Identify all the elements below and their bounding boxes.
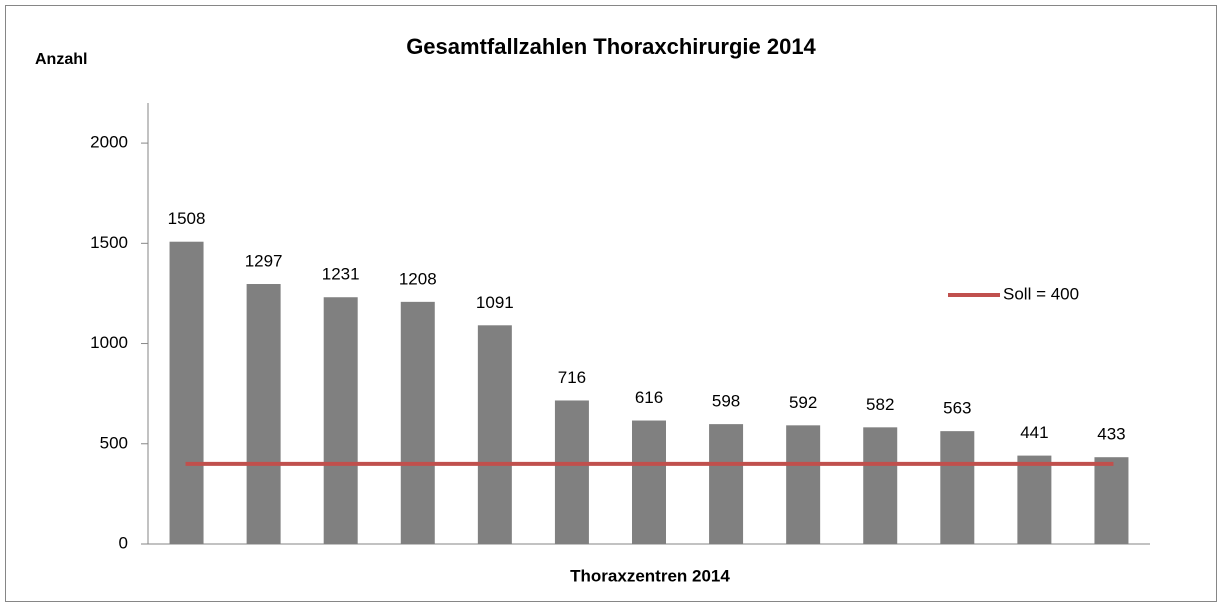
bar: [400, 301, 435, 544]
legend-label: Soll = 400: [1003, 284, 1079, 303]
y-tick-label: 2000: [90, 133, 128, 152]
x-axis-label: Thoraxzentren 2014: [570, 566, 730, 585]
data-label: 716: [558, 368, 586, 387]
chart-title: Gesamtfallzahlen Thoraxchirurgie 2014: [406, 34, 816, 59]
data-label: 582: [866, 395, 894, 414]
data-label: 1297: [245, 251, 283, 270]
bar: [632, 420, 666, 544]
data-label: 598: [712, 392, 740, 411]
bar: [1094, 457, 1129, 544]
y-tick-label: 0: [119, 533, 128, 552]
data-label: 1091: [476, 293, 514, 312]
data-label: 1208: [399, 269, 437, 288]
data-label: 433: [1097, 425, 1125, 444]
bar: [246, 284, 281, 544]
data-label: 1508: [168, 209, 206, 228]
y-axis-label: Anzahl: [35, 51, 87, 68]
bar: [477, 325, 512, 544]
bar: [786, 425, 821, 544]
bar: [940, 431, 975, 544]
data-label: 563: [943, 399, 971, 418]
bar: [169, 241, 204, 544]
data-label: 1231: [322, 265, 360, 284]
bar: [709, 424, 744, 544]
bar: [863, 427, 898, 544]
data-label: 592: [789, 393, 817, 412]
bar: [554, 400, 589, 544]
data-label: 441: [1020, 423, 1048, 442]
y-tick-label: 500: [100, 433, 128, 452]
bar: [1017, 455, 1052, 544]
data-label: 616: [635, 388, 663, 407]
y-tick-label: 1000: [90, 333, 128, 352]
bar: [323, 297, 358, 544]
y-tick-label: 1500: [90, 233, 128, 252]
chart-border: [5, 5, 1217, 602]
